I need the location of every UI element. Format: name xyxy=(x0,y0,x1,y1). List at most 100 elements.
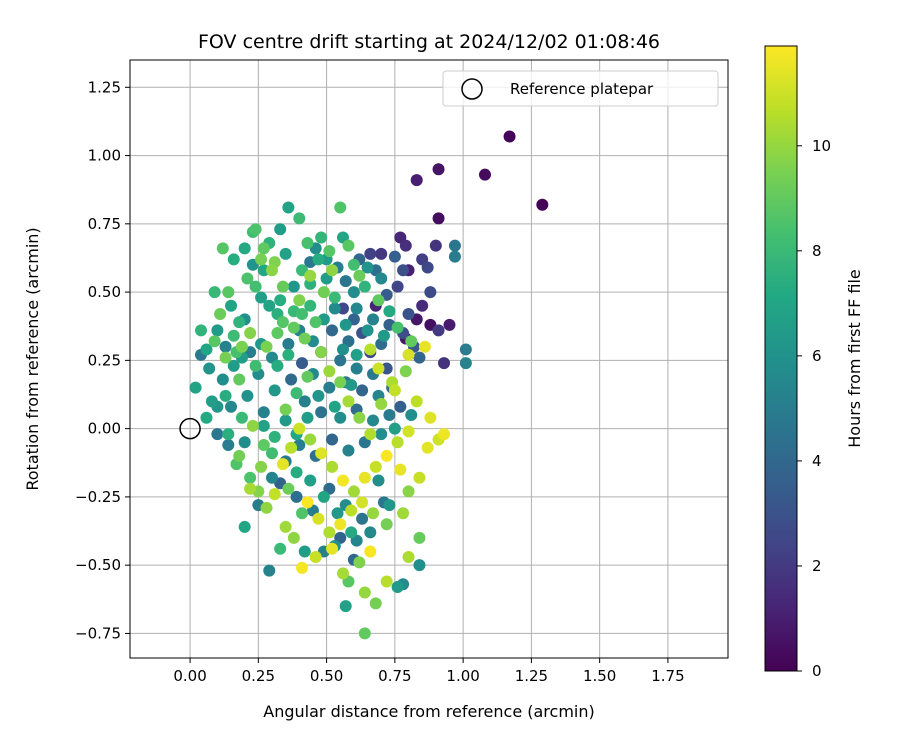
data-point xyxy=(326,434,338,446)
data-point xyxy=(370,461,382,473)
data-point xyxy=(301,496,313,508)
data-point xyxy=(211,324,223,336)
data-point xyxy=(364,428,376,440)
data-point xyxy=(211,428,223,440)
data-point xyxy=(274,223,286,235)
y-tick-label: 0.25 xyxy=(88,351,121,369)
data-point xyxy=(315,406,327,418)
data-point xyxy=(403,308,415,320)
data-point xyxy=(296,507,308,519)
colorbar-ticks: 0 2 4 6 8 10 xyxy=(797,137,831,680)
data-point xyxy=(389,423,401,435)
data-point xyxy=(405,409,417,421)
data-point xyxy=(378,330,390,342)
x-tick-label: 0.00 xyxy=(173,667,206,685)
data-point xyxy=(438,428,450,440)
data-point xyxy=(291,466,303,478)
data-point xyxy=(247,420,259,432)
data-point xyxy=(342,444,354,456)
data-point xyxy=(334,376,346,388)
data-point xyxy=(372,294,384,306)
data-point xyxy=(337,567,349,579)
data-point xyxy=(430,240,442,252)
data-point xyxy=(351,349,363,361)
data-point xyxy=(258,406,270,418)
data-point xyxy=(220,390,232,402)
data-point xyxy=(353,270,365,282)
data-point xyxy=(222,439,234,451)
x-tick-label: 1.75 xyxy=(651,667,684,685)
data-point xyxy=(250,360,262,372)
x-tick-label: 0.50 xyxy=(310,667,343,685)
x-tick-label: 1.25 xyxy=(515,667,548,685)
data-point xyxy=(326,543,338,555)
data-point xyxy=(329,302,341,314)
data-point xyxy=(318,286,330,298)
data-point xyxy=(233,316,245,328)
data-point xyxy=(367,507,379,519)
data-point xyxy=(241,390,253,402)
data-point xyxy=(236,341,248,353)
data-point xyxy=(536,199,548,211)
data-point xyxy=(263,565,275,577)
chart-title: FOV centre drift starting at 2024/12/02 … xyxy=(198,31,660,53)
data-point xyxy=(274,543,286,555)
data-point xyxy=(375,428,387,440)
data-point xyxy=(460,357,472,369)
data-point xyxy=(345,526,357,538)
data-point xyxy=(312,390,324,402)
data-point xyxy=(225,300,237,312)
data-point xyxy=(203,363,215,375)
data-point xyxy=(293,212,305,224)
data-point xyxy=(351,363,363,375)
data-point xyxy=(304,475,316,487)
data-point xyxy=(392,322,404,334)
data-point xyxy=(397,507,409,519)
data-point xyxy=(239,242,251,254)
data-point xyxy=(274,294,286,306)
data-point xyxy=(405,335,417,347)
plot-frame xyxy=(130,60,728,658)
data-point xyxy=(280,414,292,426)
data-point xyxy=(258,439,270,451)
data-point xyxy=(296,308,308,320)
grid xyxy=(130,60,728,658)
data-point xyxy=(301,412,313,424)
y-tick-label: 1.00 xyxy=(88,147,121,165)
data-point xyxy=(337,475,349,487)
data-point xyxy=(282,483,294,495)
data-point xyxy=(353,412,365,424)
data-point xyxy=(271,360,283,372)
data-point xyxy=(329,401,341,413)
data-point xyxy=(359,586,371,598)
data-point xyxy=(403,485,415,497)
data-point xyxy=(261,341,273,353)
colorbar-tick-label: 2 xyxy=(812,557,822,575)
data-point xyxy=(285,442,297,454)
data-point xyxy=(239,521,251,533)
data-point xyxy=(345,379,357,391)
data-point xyxy=(244,472,256,484)
data-point xyxy=(504,130,516,142)
data-point xyxy=(411,174,423,186)
data-point xyxy=(356,496,368,508)
data-point xyxy=(340,600,352,612)
data-point xyxy=(266,472,278,484)
data-point xyxy=(239,436,251,448)
data-point xyxy=(271,327,283,339)
data-point xyxy=(372,363,384,375)
y-tick-label: 1.25 xyxy=(88,78,121,96)
data-point xyxy=(345,505,357,517)
x-axis-ticks: 0.00 0.25 0.50 0.75 1.00 1.25 1.50 1.75 xyxy=(173,658,684,685)
data-point xyxy=(359,281,371,293)
data-point xyxy=(304,434,316,446)
data-point xyxy=(342,240,354,252)
data-point xyxy=(236,412,248,424)
data-point xyxy=(372,475,384,487)
data-point xyxy=(291,387,303,399)
data-point xyxy=(332,507,344,519)
data-point xyxy=(315,231,327,243)
data-point xyxy=(364,343,376,355)
data-point xyxy=(449,251,461,263)
data-point xyxy=(280,404,292,416)
